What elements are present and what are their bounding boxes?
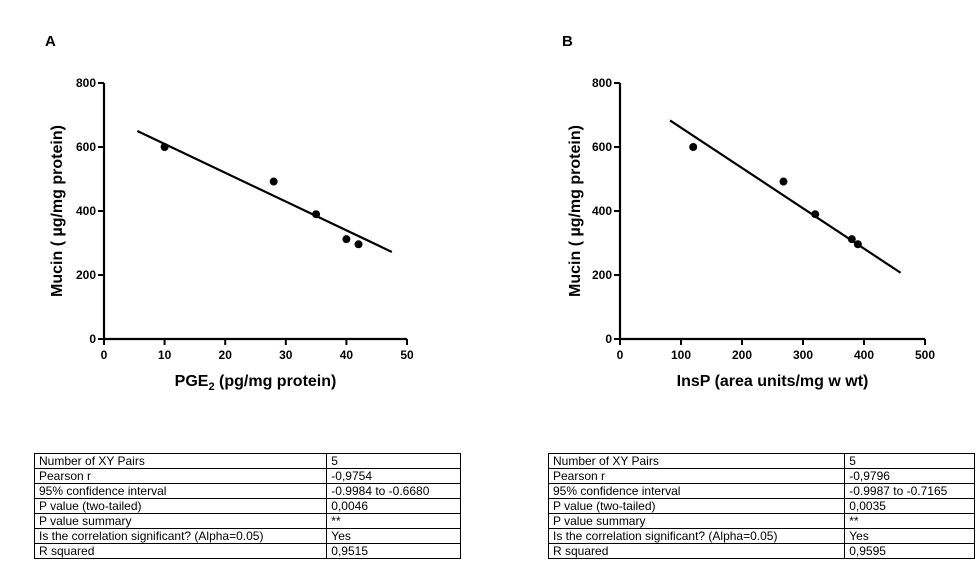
stats-row: 95% confidence interval -0.9984 to -0.668…	[33, 483, 461, 499]
stats-value: 0,9595	[844, 543, 975, 559]
panel-b-label: B	[562, 33, 573, 50]
stats-row: Is the correlation significant? (Alpha=0…	[547, 528, 975, 544]
regression-line	[136, 130, 393, 253]
stats-value: -0,9754	[326, 468, 461, 484]
x-tick-label: 20	[219, 348, 233, 362]
x-tick-label: 50	[400, 348, 414, 362]
stats-row: R squared 0,9515	[33, 543, 461, 559]
stats-value: Yes	[326, 528, 461, 544]
stats-label: 95% confidence interval	[33, 483, 328, 499]
data-point	[847, 235, 856, 244]
x-tick-label: 200	[732, 348, 752, 362]
data-point	[269, 177, 278, 186]
data-point	[689, 143, 698, 151]
stats-label: P value summary	[547, 513, 846, 529]
x-tick-label: 500	[915, 348, 935, 362]
y-tick-label: 400	[76, 204, 96, 218]
stats-row: Number of XY Pairs 5	[33, 453, 461, 469]
y-tick-label: 0	[89, 332, 96, 346]
stats-label: Number of XY Pairs	[33, 453, 328, 469]
stats-label: Number of XY Pairs	[547, 453, 846, 469]
stats-row: R squared 0,9595	[547, 543, 975, 559]
data-point	[779, 177, 788, 186]
y-tick-label: 200	[76, 268, 96, 282]
stats-label: P value (two-tailed)	[547, 498, 846, 514]
stats-value: -0.9987 to -0.7165	[844, 483, 975, 499]
y-tick-label: 200	[592, 268, 612, 282]
y-tick-label: 800	[76, 76, 96, 90]
stats-value: 0,9515	[326, 543, 461, 559]
stats-value: 5	[326, 453, 461, 469]
x-axis-label: InsP (area units/mg w wt)	[677, 373, 869, 390]
y-tick-label: 600	[76, 140, 96, 154]
stats-row: P value (two-tailed) 0,0035	[547, 498, 975, 514]
stats-value: **	[844, 513, 975, 529]
stats-label: Is the correlation significant? (Alpha=0…	[547, 528, 846, 544]
stats-row: P value (two-tailed) 0,0046	[33, 498, 461, 514]
stats-row: 95% confidence interval -0.9987 to -0.716…	[547, 483, 975, 499]
data-point	[312, 210, 321, 219]
x-tick-label: 10	[158, 348, 172, 362]
y-tick-label: 0	[605, 332, 612, 346]
stats-row: Pearson r -0,9754	[33, 468, 461, 484]
x-tick-label: 400	[854, 348, 874, 362]
stats-value: 5	[844, 453, 975, 469]
stats-value: -0,9796	[844, 468, 975, 484]
x-axis-label: PGE2 (pg/mg protein)	[175, 373, 337, 393]
regression-line	[669, 119, 902, 274]
x-tick-label: 30	[279, 348, 293, 362]
stats-table-a: Number of XY Pairs 5 Pearson r -0,9754 95% c…	[33, 453, 461, 559]
stats-label: Is the correlation significant? (Alpha=0…	[33, 528, 328, 544]
stats-label: R squared	[33, 543, 328, 559]
stats-value: -0.9984 to -0.6680	[326, 483, 461, 499]
stats-label: P value (two-tailed)	[33, 498, 328, 514]
chart-a: 0 10 20 30 40 50 0 200 400 600 800 PGE2 (pg/mg prot…	[49, 76, 414, 393]
data-point	[160, 143, 169, 151]
stats-row: P value summary **	[547, 513, 975, 529]
stats-row: Is the correlation significant? (Alpha=0…	[33, 528, 461, 544]
data-point	[853, 240, 862, 249]
data-point	[811, 210, 820, 219]
y-tick-label: 600	[592, 140, 612, 154]
x-tick-label: 40	[340, 348, 354, 362]
stats-label: 95% confidence interval	[547, 483, 846, 499]
chart-b: 0 100 200 300 400 500 0 200 400 600 800 InsP (area …	[567, 76, 935, 390]
stats-value: 0,0035	[844, 498, 975, 514]
stats-row: Number of XY Pairs 5	[547, 453, 975, 469]
stats-row: P value summary **	[33, 513, 461, 529]
stats-label: R squared	[547, 543, 846, 559]
y-axis-label: Mucin ( µg/mg protein)	[567, 125, 584, 297]
stats-value: Yes	[844, 528, 975, 544]
x-tick-label: 100	[671, 348, 691, 362]
x-tick-label: 0	[101, 348, 108, 362]
stats-table-b: Number of XY Pairs 5 Pearson r -0,9796 95% c…	[547, 453, 975, 559]
y-axis-label: Mucin ( µg/mg protein)	[49, 125, 66, 297]
stats-value: **	[326, 513, 461, 529]
data-point	[354, 240, 363, 249]
panel-a-label: A	[45, 33, 56, 50]
y-tick-label: 400	[592, 204, 612, 218]
stats-label: Pearson r	[33, 468, 328, 484]
y-tick-label: 800	[592, 76, 612, 90]
x-tick-label: 0	[617, 348, 624, 362]
stats-row: Pearson r -0,9796	[547, 468, 975, 484]
data-point	[342, 235, 351, 244]
stats-label: P value summary	[33, 513, 328, 529]
stats-label: Pearson r	[547, 468, 846, 484]
x-tick-label: 300	[793, 348, 813, 362]
stats-value: 0,0046	[326, 498, 461, 514]
